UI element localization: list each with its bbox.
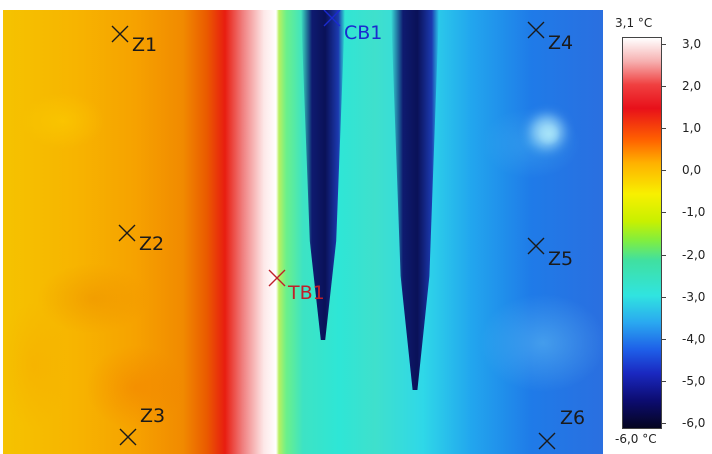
scale-tick-label: -4,0 — [682, 332, 706, 346]
marker-label: Z2 — [139, 233, 165, 255]
scale-tick-label: 2,0 — [682, 79, 702, 93]
scale-tick-label: -1,0 — [682, 205, 706, 219]
scale-max-label: 3,1 °C — [615, 16, 653, 30]
scale-tick — [661, 381, 666, 382]
marker-label: Z6 — [560, 407, 586, 429]
marker-label: CB1 — [344, 22, 383, 44]
scale-tick — [661, 255, 666, 256]
scale-tick-label: 0,0 — [682, 163, 702, 177]
marker-label: Z4 — [548, 32, 574, 54]
marker-label: Z3 — [140, 405, 166, 427]
scale-tick-label: -3,0 — [682, 290, 706, 304]
scale-tick — [661, 128, 666, 129]
cross-icon — [119, 428, 137, 446]
cross-icon — [527, 237, 545, 255]
cross-icon — [268, 269, 286, 287]
scale-tick-label: 3,0 — [682, 37, 702, 51]
scale-tick — [661, 297, 666, 298]
scale-tick — [661, 44, 666, 45]
scale-tick-label: -6,0 — [682, 416, 706, 430]
marker-label: Z5 — [548, 248, 574, 270]
cross-icon — [323, 10, 341, 27]
scale-tick-label: -2,0 — [682, 248, 706, 262]
scale-tick — [661, 339, 666, 340]
scale-tick — [661, 212, 666, 213]
cross-icon — [118, 224, 136, 242]
scale-min-label: -6,0 °C — [615, 432, 657, 446]
scale-tick-label: 1,0 — [682, 121, 702, 135]
marker-label: Z1 — [132, 34, 158, 56]
scale-tick — [661, 86, 666, 87]
thermal-texture — [3, 10, 603, 454]
scale-tick — [661, 423, 666, 424]
color-scale-bar — [622, 37, 662, 429]
cold-spot — [531, 116, 563, 148]
cross-icon — [527, 21, 545, 39]
cross-icon — [538, 432, 556, 450]
scale-tick — [661, 170, 666, 171]
marker-label: TB1 — [288, 282, 325, 304]
cross-icon — [111, 25, 129, 43]
scale-tick-label: -5,0 — [682, 374, 706, 388]
thermal-image: Z1 Z2 Z3 Z4 Z5 Z6 TB1 CB1 — [3, 10, 603, 454]
